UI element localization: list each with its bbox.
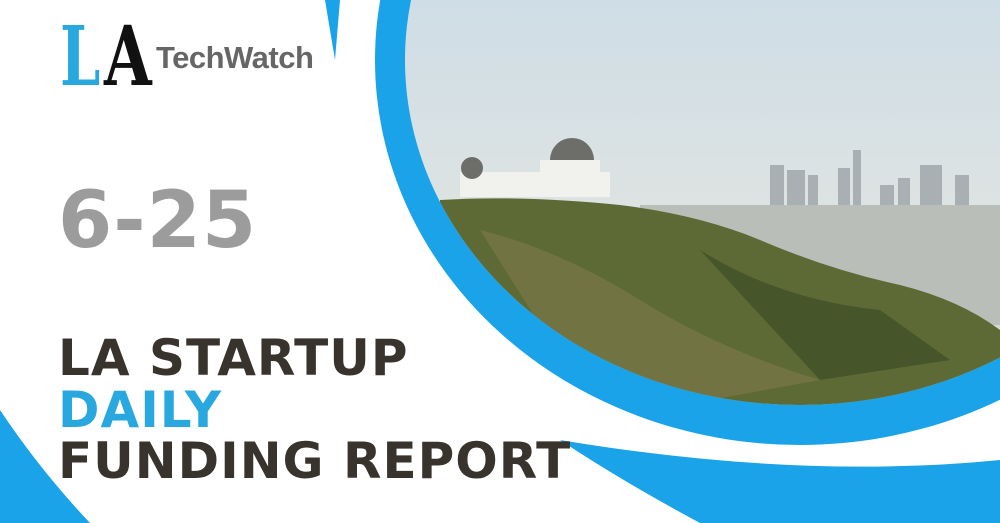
headline-line-3: FUNDING REPORT (58, 432, 572, 490)
logo-letter-a: A (104, 9, 152, 105)
headline-line-1: LA STARTUP (58, 329, 409, 387)
headline-line-2: DAILY (58, 381, 223, 439)
observatory (460, 138, 610, 197)
brush-stroke-bottom (560, 440, 1000, 523)
logo-name: TechWatch (156, 40, 314, 75)
techwatch-logo[interactable]: L A TechWatch (60, 9, 314, 105)
report-date: 6-25 (58, 176, 258, 266)
logo-letter-l: L (60, 9, 101, 105)
brush-stroke-top (320, 0, 340, 60)
los-angeles-photo (405, 0, 1000, 405)
brush-stroke-corner (0, 410, 90, 523)
